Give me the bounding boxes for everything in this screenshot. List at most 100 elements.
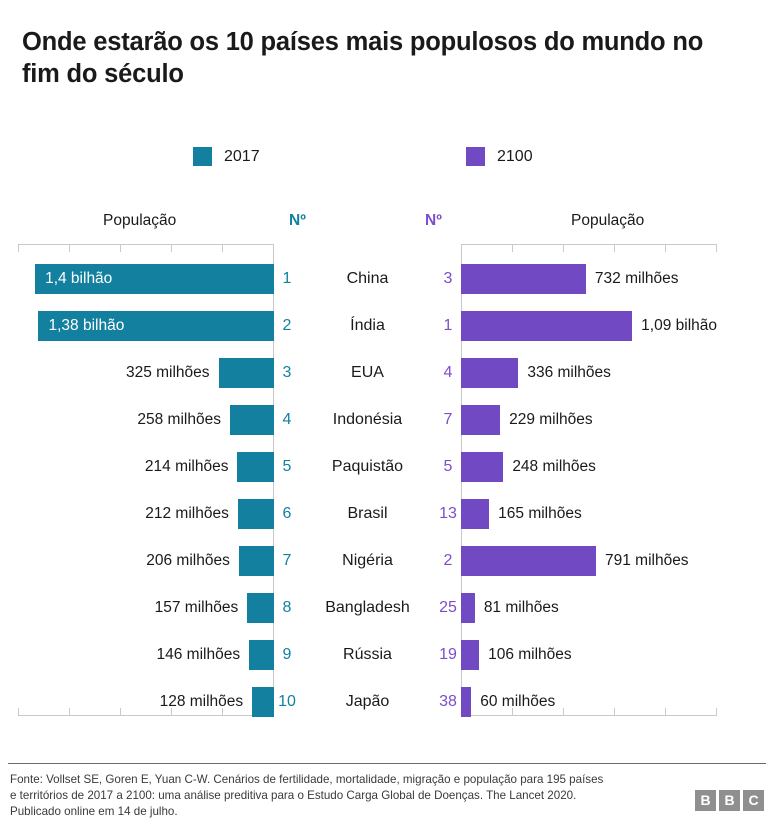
country-row: 10 Japão 38	[274, 678, 461, 725]
legend-label-2017: 2017	[224, 148, 260, 165]
bar-value-label: 165 milhões	[498, 504, 582, 522]
bar-2100	[461, 451, 504, 482]
bar-row: 128 milhões	[18, 678, 274, 725]
country-name: Índia	[350, 316, 385, 334]
axis-tick	[716, 708, 717, 716]
bar-rows-2017: 1,4 bilhão 1,38 bilhão 325 milhões 258 milh…	[18, 245, 274, 717]
bar-value-label: 212 milhões	[145, 504, 229, 522]
country-row: 2 Índia 1	[274, 302, 461, 349]
axis-tick	[461, 244, 462, 252]
chart-legend: 2017 2100	[0, 147, 774, 177]
bar-row: 157 milhões	[18, 584, 274, 631]
bar-2017	[38, 310, 274, 341]
country-name: China	[346, 269, 389, 287]
rank-2017: 2	[282, 316, 292, 334]
bar-row: 229 milhões	[461, 396, 717, 443]
rank-2100: 4	[443, 363, 453, 381]
country-name: Indonésia	[332, 410, 403, 428]
legend-label-2100: 2100	[497, 148, 533, 165]
rank-2100: 7	[443, 410, 453, 428]
axis-tick	[171, 244, 172, 252]
bar-2100	[461, 498, 490, 529]
bar-value-label: 1,38 bilhão	[48, 316, 125, 334]
bar-value-label: 206 milhões	[146, 551, 230, 569]
axis-tick	[222, 708, 223, 716]
country-name: Nigéria	[342, 551, 393, 569]
axis-tick	[665, 708, 666, 716]
country-row: 1 China 3	[274, 255, 461, 302]
bar-2100	[461, 263, 586, 294]
country-name: EUA	[351, 363, 384, 381]
bar-2017	[247, 592, 274, 623]
bbc-logo-letter-3: C	[743, 790, 764, 811]
bar-2100	[461, 357, 519, 388]
rank-2100: 19	[439, 645, 457, 663]
bar-value-label: 336 milhões	[527, 363, 611, 381]
axis-tick	[614, 708, 615, 716]
axis-tick	[512, 708, 513, 716]
bar-row: 146 milhões	[18, 631, 274, 678]
rank-2100: 3	[443, 269, 453, 287]
heading-number-right: Nº	[425, 212, 442, 229]
axis-tick	[18, 708, 19, 716]
axis-tick	[171, 708, 172, 716]
bar-value-label: 214 milhões	[144, 457, 229, 475]
axis-tick	[614, 244, 615, 252]
bar-value-label: 128 milhões	[159, 692, 244, 710]
legend-item-2100: 2100	[466, 147, 533, 166]
axis-tick	[222, 244, 223, 252]
bar-row: 165 milhões	[461, 490, 717, 537]
heading-population-left: População	[103, 212, 177, 229]
bar-2017	[252, 686, 274, 717]
axis-bottom-right	[461, 715, 717, 716]
axis-top-right	[461, 244, 717, 245]
bar-row: 1,4 bilhão	[18, 255, 274, 302]
rank-2017: 9	[282, 645, 292, 663]
bar-row: 791 milhões	[461, 537, 717, 584]
country-row: 3 EUA 4	[274, 349, 461, 396]
heading-number-left: Nº	[289, 212, 306, 229]
country-row: 6 Brasil 13	[274, 490, 461, 537]
rank-2100: 25	[439, 598, 457, 616]
legend-item-2017: 2017	[193, 147, 260, 166]
country-row: 7 Nigéria 2	[274, 537, 461, 584]
bar-row: 1,38 bilhão	[18, 302, 274, 349]
axis-top-left	[18, 244, 274, 245]
bar-group: 1,4 bilhão	[35, 263, 274, 294]
bar-row: 106 milhões	[461, 631, 717, 678]
bar-value-label: 258 milhões	[137, 410, 221, 428]
country-label-column: 1 China 3 2 Índia 1 3 EUA 4 4 Indonésia 7 5 Paquistão…	[274, 245, 461, 715]
bar-value-label: 791 milhões	[604, 551, 689, 569]
bar-value-label: 1,4 bilhão	[45, 269, 113, 287]
country-row: 4 Indonésia 7	[274, 396, 461, 443]
axis-tick	[512, 244, 513, 252]
rank-2017: 5	[282, 457, 292, 475]
bar-2100	[461, 310, 633, 341]
rank-2017: 6	[282, 504, 292, 522]
axis-tick	[716, 244, 717, 252]
bar-row: 60 milhões	[461, 678, 717, 725]
chart-panel-2100: 732 milhões 1,09 bilhão 336 milhões 229 mil…	[461, 244, 717, 717]
heading-population-right: População	[571, 212, 645, 229]
axis-tick	[120, 708, 121, 716]
axis-tick	[273, 244, 274, 252]
bar-value-label: 146 milhões	[156, 645, 241, 663]
bar-row: 81 milhões	[461, 584, 717, 631]
bar-2017	[238, 545, 274, 576]
rank-2100: 38	[439, 692, 457, 710]
rank-2017: 3	[282, 363, 292, 381]
bar-row: 325 milhões	[18, 349, 274, 396]
rank-2100: 1	[443, 316, 453, 334]
bar-2100	[461, 404, 501, 435]
bar-value-label: 732 milhões	[594, 269, 679, 287]
rank-2100: 2	[443, 551, 453, 569]
bbc-logo: B B C	[695, 790, 764, 811]
bar-2100	[461, 686, 472, 717]
rank-2017: 1	[282, 269, 292, 287]
bar-value-label: 229 milhões	[509, 410, 593, 428]
bar-value-label: 248 milhões	[512, 457, 596, 475]
bar-value-label: 60 milhões	[480, 692, 556, 710]
axis-bottom-left	[18, 715, 274, 716]
chart-panel-2017: 1,4 bilhão 1,38 bilhão 325 milhões 258 milh…	[18, 244, 274, 717]
source-note: Fonte: Vollset SE, Goren E, Yuan C-W. Ce…	[10, 773, 604, 818]
